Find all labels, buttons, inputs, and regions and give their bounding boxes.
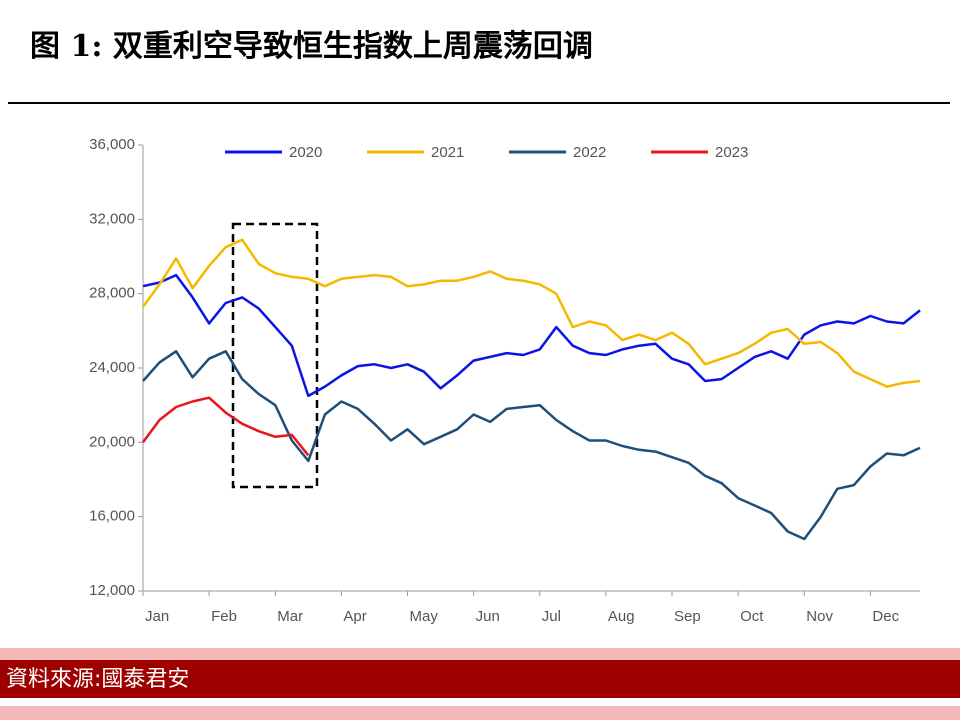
series-line [141,396,310,457]
y-tick-label: 16,000 [89,508,135,525]
x-tick-label: Jul [542,608,561,625]
x-tick-label: Feb [211,608,237,625]
source-bar [0,660,960,698]
x-tick-label: Aug [608,608,635,625]
series-line [142,350,921,541]
series-line [141,238,921,388]
y-tick-label: 20,000 [89,433,135,450]
source: 資料來源:國泰君安 [6,667,189,692]
x-tick-label: Apr [343,608,366,625]
band [0,706,960,720]
y-tick-label: 32,000 [89,210,135,227]
y-tick-label: 28,000 [89,285,135,302]
band [0,648,960,660]
x-tick-label: Oct [740,608,764,625]
highlight-box [231,222,319,489]
legend-label: 2022 [573,144,606,161]
x-tick-label: Dec [872,608,899,625]
legend-label: 2021 [431,144,464,161]
series-line [142,273,921,398]
x-tick-label: May [410,608,439,625]
chart-title: 图 1: 双重利空导致恒生指数上周震荡回调 [30,29,593,64]
x-tick-label: Nov [806,608,833,625]
y-tick-label: 36,000 [89,136,135,153]
legend-label: 2023 [715,144,748,161]
x-tick-label: Mar [277,608,303,625]
y-tick-label: 24,000 [89,359,135,376]
x-tick-label: Jan [145,608,169,625]
x-tick-label: Sep [674,608,701,625]
x-tick-label: Jun [476,608,500,625]
legend-label: 2020 [289,144,322,161]
y-tick-label: 12,000 [89,582,135,599]
